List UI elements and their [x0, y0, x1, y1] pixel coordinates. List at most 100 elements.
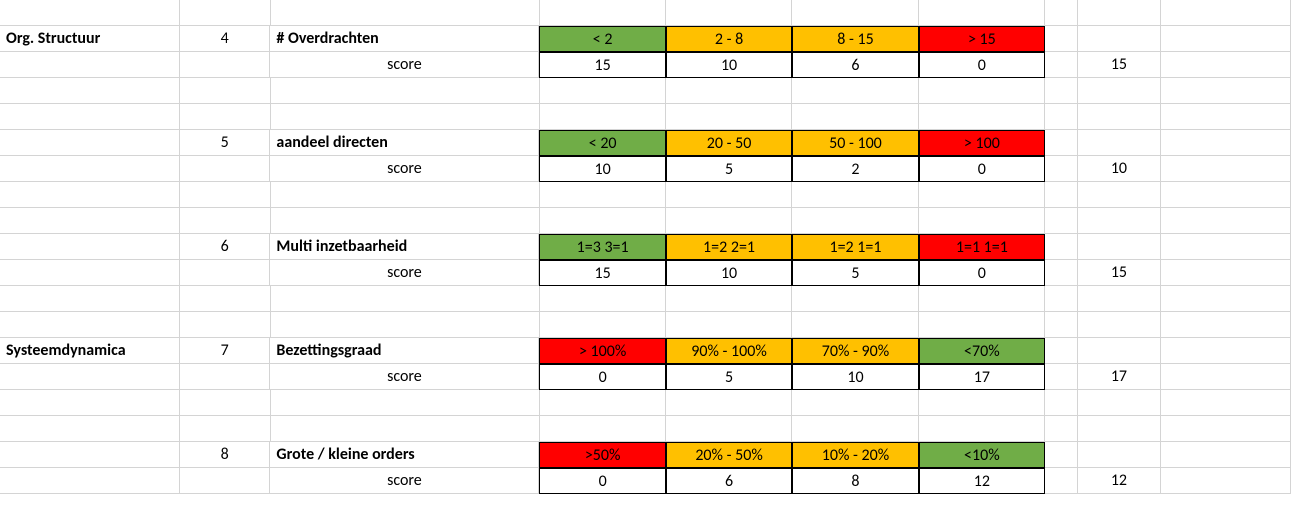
- cell-empty: [0, 104, 180, 130]
- cell-empty: [1161, 364, 1291, 390]
- cell-empty: [666, 390, 792, 416]
- score-cell: 2: [792, 156, 918, 182]
- cell-empty: [271, 104, 540, 130]
- cell-empty: [540, 208, 666, 234]
- cell-empty: [666, 182, 792, 208]
- threshold-cell: 50 - 100: [792, 130, 918, 156]
- cell-empty: [1078, 130, 1161, 156]
- score-cell: 0: [919, 260, 1045, 286]
- cell-empty: [666, 0, 792, 26]
- cell-empty: [919, 78, 1045, 104]
- category-label: [0, 442, 180, 468]
- cell-empty: [271, 286, 540, 312]
- cell-empty: [1078, 286, 1162, 312]
- cell-empty: [919, 312, 1045, 338]
- criterion-score-row: score05101717: [0, 364, 1291, 390]
- criterion-threshold-row: 5aandeel directen< 2020 - 5050 - 100> 10…: [0, 130, 1291, 156]
- cell-empty: [919, 182, 1045, 208]
- cell-empty: [540, 78, 666, 104]
- cell-empty: [1161, 0, 1291, 26]
- empty-row: [0, 390, 1291, 416]
- cell-empty: [0, 416, 180, 442]
- category-label: Systeemdynamica: [0, 338, 180, 364]
- cell-empty: [1045, 468, 1078, 494]
- threshold-cell: 1=2 2=1: [666, 234, 792, 260]
- category-label: Org. Structuur: [0, 26, 180, 52]
- cell-empty: [540, 286, 666, 312]
- threshold-cell: < 2: [539, 26, 665, 52]
- cell-empty: [180, 182, 271, 208]
- cell-empty: [271, 78, 540, 104]
- threshold-cell: 90% - 100%: [666, 338, 792, 364]
- cell-empty: [792, 390, 918, 416]
- cell-empty: [1045, 416, 1078, 442]
- cell-empty: [180, 312, 271, 338]
- cell-empty: [0, 156, 180, 182]
- cell-empty: [1045, 390, 1078, 416]
- cell-empty: [0, 0, 180, 26]
- empty-row: [0, 208, 1291, 234]
- cell-empty: [1045, 208, 1078, 234]
- criterion-score-row: score15106015: [0, 52, 1291, 78]
- cell-empty: [271, 182, 540, 208]
- empty-row: [0, 312, 1291, 338]
- result-value: 15: [1078, 260, 1161, 286]
- cell-empty: [1045, 286, 1078, 312]
- cell-empty: [1161, 208, 1291, 234]
- cell-empty: [1161, 52, 1291, 78]
- cell-empty: [271, 0, 540, 26]
- criterion-threshold-row: 6Multi inzetbaarheid1=3 3=11=2 2=11=2 1=…: [0, 234, 1291, 260]
- cell-empty: [1045, 182, 1078, 208]
- cell-empty: [1078, 442, 1161, 468]
- cell-empty: [180, 260, 271, 286]
- cell-empty: [1161, 312, 1291, 338]
- threshold-cell: >50%: [539, 442, 665, 468]
- cell-empty: [1045, 0, 1078, 26]
- cell-empty: [1161, 286, 1291, 312]
- cell-empty: [1161, 182, 1291, 208]
- cell-empty: [1045, 260, 1078, 286]
- empty-row: [0, 104, 1291, 130]
- cell-empty: [180, 78, 271, 104]
- cell-empty: [1045, 52, 1078, 78]
- cell-empty: [1161, 78, 1291, 104]
- result-value: 17: [1078, 364, 1161, 390]
- cell-empty: [1161, 468, 1291, 494]
- cell-empty: [0, 182, 180, 208]
- score-cell: 0: [919, 52, 1045, 78]
- cell-empty: [666, 286, 792, 312]
- threshold-cell: 2 - 8: [666, 26, 792, 52]
- cell-empty: [0, 468, 180, 494]
- criterion-score-row: score0681212: [0, 468, 1291, 494]
- score-cell: 10: [666, 260, 792, 286]
- cell-empty: [1161, 156, 1291, 182]
- score-cell: 0: [539, 468, 665, 494]
- score-cell: 12: [919, 468, 1045, 494]
- cell-empty: [1078, 338, 1161, 364]
- result-value: 12: [1078, 468, 1161, 494]
- threshold-cell: 1=1 1=1: [919, 234, 1045, 260]
- score-cell: 0: [539, 364, 665, 390]
- cell-empty: [1161, 130, 1291, 156]
- threshold-cell: 10% - 20%: [792, 442, 918, 468]
- threshold-cell: < 20: [539, 130, 665, 156]
- cell-empty: [180, 286, 271, 312]
- score-cell: 15: [539, 260, 665, 286]
- criterion-label: # Overdrachten: [270, 26, 539, 52]
- score-label: score: [270, 364, 539, 390]
- cell-empty: [1078, 78, 1162, 104]
- cell-empty: [1161, 338, 1291, 364]
- cell-empty: [666, 78, 792, 104]
- cell-empty: [666, 416, 792, 442]
- cell-empty: [180, 416, 271, 442]
- threshold-cell: 20 - 50: [666, 130, 792, 156]
- cell-empty: [792, 312, 918, 338]
- result-value: 10: [1078, 156, 1161, 182]
- criterion-label: Grote / kleine orders: [270, 442, 539, 468]
- threshold-cell: > 100%: [539, 338, 665, 364]
- cell-empty: [792, 104, 918, 130]
- empty-row: [0, 182, 1291, 208]
- score-cell: 5: [666, 156, 792, 182]
- cell-empty: [1078, 208, 1162, 234]
- spreadsheet-table: Org. Structuur4# Overdrachten< 22 - 88 -…: [0, 0, 1291, 494]
